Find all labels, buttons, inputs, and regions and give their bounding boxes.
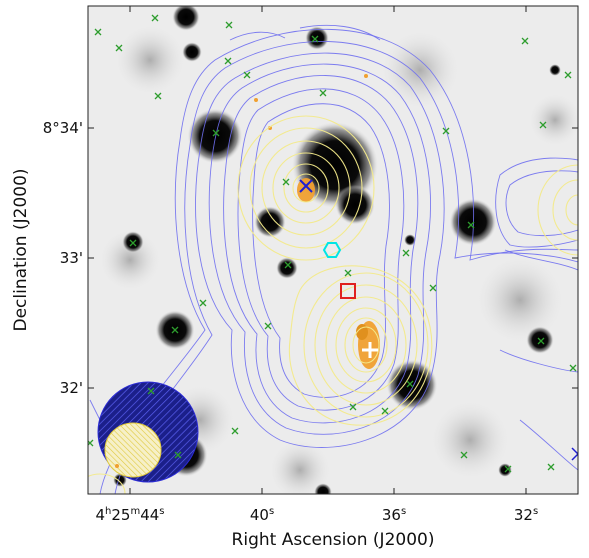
x-axis	[129, 6, 527, 494]
catalog-marker	[88, 439, 94, 447]
optical-source	[549, 64, 561, 76]
blue-cross-marker	[299, 179, 313, 193]
catalog-marker	[284, 261, 292, 269]
optical-source	[386, 359, 438, 411]
catalog-marker	[243, 71, 251, 79]
x-tick-label: 40s	[250, 506, 274, 524]
catalog-marker	[521, 37, 529, 45]
optical-source	[404, 234, 416, 246]
catalog-marker	[344, 269, 352, 277]
optical-source	[122, 231, 144, 253]
catalog-marker	[151, 14, 159, 22]
optical-source	[335, 185, 375, 225]
catalog-marker	[154, 92, 162, 100]
catalog-marker	[349, 403, 357, 411]
catalog-marker	[129, 239, 137, 247]
catalog-marker	[564, 71, 572, 79]
catalog-marker	[381, 407, 389, 415]
blue-chevron-marker	[571, 447, 578, 461]
optical-source	[314, 483, 332, 494]
catalog-marker	[171, 326, 179, 334]
catalog-marker	[429, 284, 437, 292]
beam-indicator	[97, 381, 199, 483]
catalog-sources	[88, 14, 577, 473]
y-tick-label: 8°34'	[43, 119, 83, 137]
catalog-marker	[537, 337, 545, 345]
catalog-marker	[115, 44, 123, 52]
optical-source	[498, 463, 512, 477]
catalog-marker	[264, 322, 272, 330]
catalog-marker	[147, 387, 155, 395]
catalog-marker	[174, 451, 182, 459]
x-tick-label: 4h25m44s	[95, 506, 164, 524]
optical-source	[276, 257, 298, 279]
catalog-marker	[467, 221, 475, 229]
catalog-marker	[282, 178, 290, 186]
optical-source	[182, 42, 202, 62]
cyan-hexagon-marker	[322, 242, 342, 258]
plot-area	[88, 6, 578, 494]
y-tick-label: 32'	[60, 379, 83, 397]
x-tick-label: 32s	[514, 506, 538, 524]
optical-source	[305, 26, 329, 50]
catalog-marker	[539, 121, 547, 129]
x-axis-label: Right Ascension (J2000)	[232, 530, 435, 550]
catalog-marker	[569, 364, 577, 372]
optical-source	[187, 108, 243, 164]
optical-source	[113, 473, 127, 487]
optical-source	[172, 6, 200, 31]
x-tick-label: 36s	[382, 506, 406, 524]
y-axis-label: Declination (J2000)	[11, 168, 31, 331]
beam-inner	[104, 422, 162, 478]
catalog-marker	[402, 249, 410, 257]
catalog-marker	[199, 299, 207, 307]
catalog-marker	[212, 129, 220, 137]
catalog-marker	[442, 127, 450, 135]
plot-frame	[87, 5, 579, 495]
y-tick-label: 33'	[60, 249, 83, 267]
white-plus-marker	[362, 342, 378, 358]
catalog-marker	[231, 427, 239, 435]
catalog-marker	[94, 28, 102, 36]
background-noise	[95, 20, 578, 494]
optical-source	[254, 206, 286, 238]
optical-source	[449, 198, 497, 246]
catalog-marker	[547, 463, 555, 471]
catalog-marker	[225, 21, 233, 29]
radio-contours-inner	[88, 115, 578, 494]
catalog-marker	[224, 57, 232, 65]
red-square-marker	[340, 283, 356, 299]
catalog-marker	[460, 451, 468, 459]
catalog-marker	[406, 380, 414, 388]
catalog-marker	[319, 89, 327, 97]
y-axis	[88, 127, 578, 389]
catalog-marker	[504, 465, 512, 473]
catalog-marker	[311, 35, 319, 43]
